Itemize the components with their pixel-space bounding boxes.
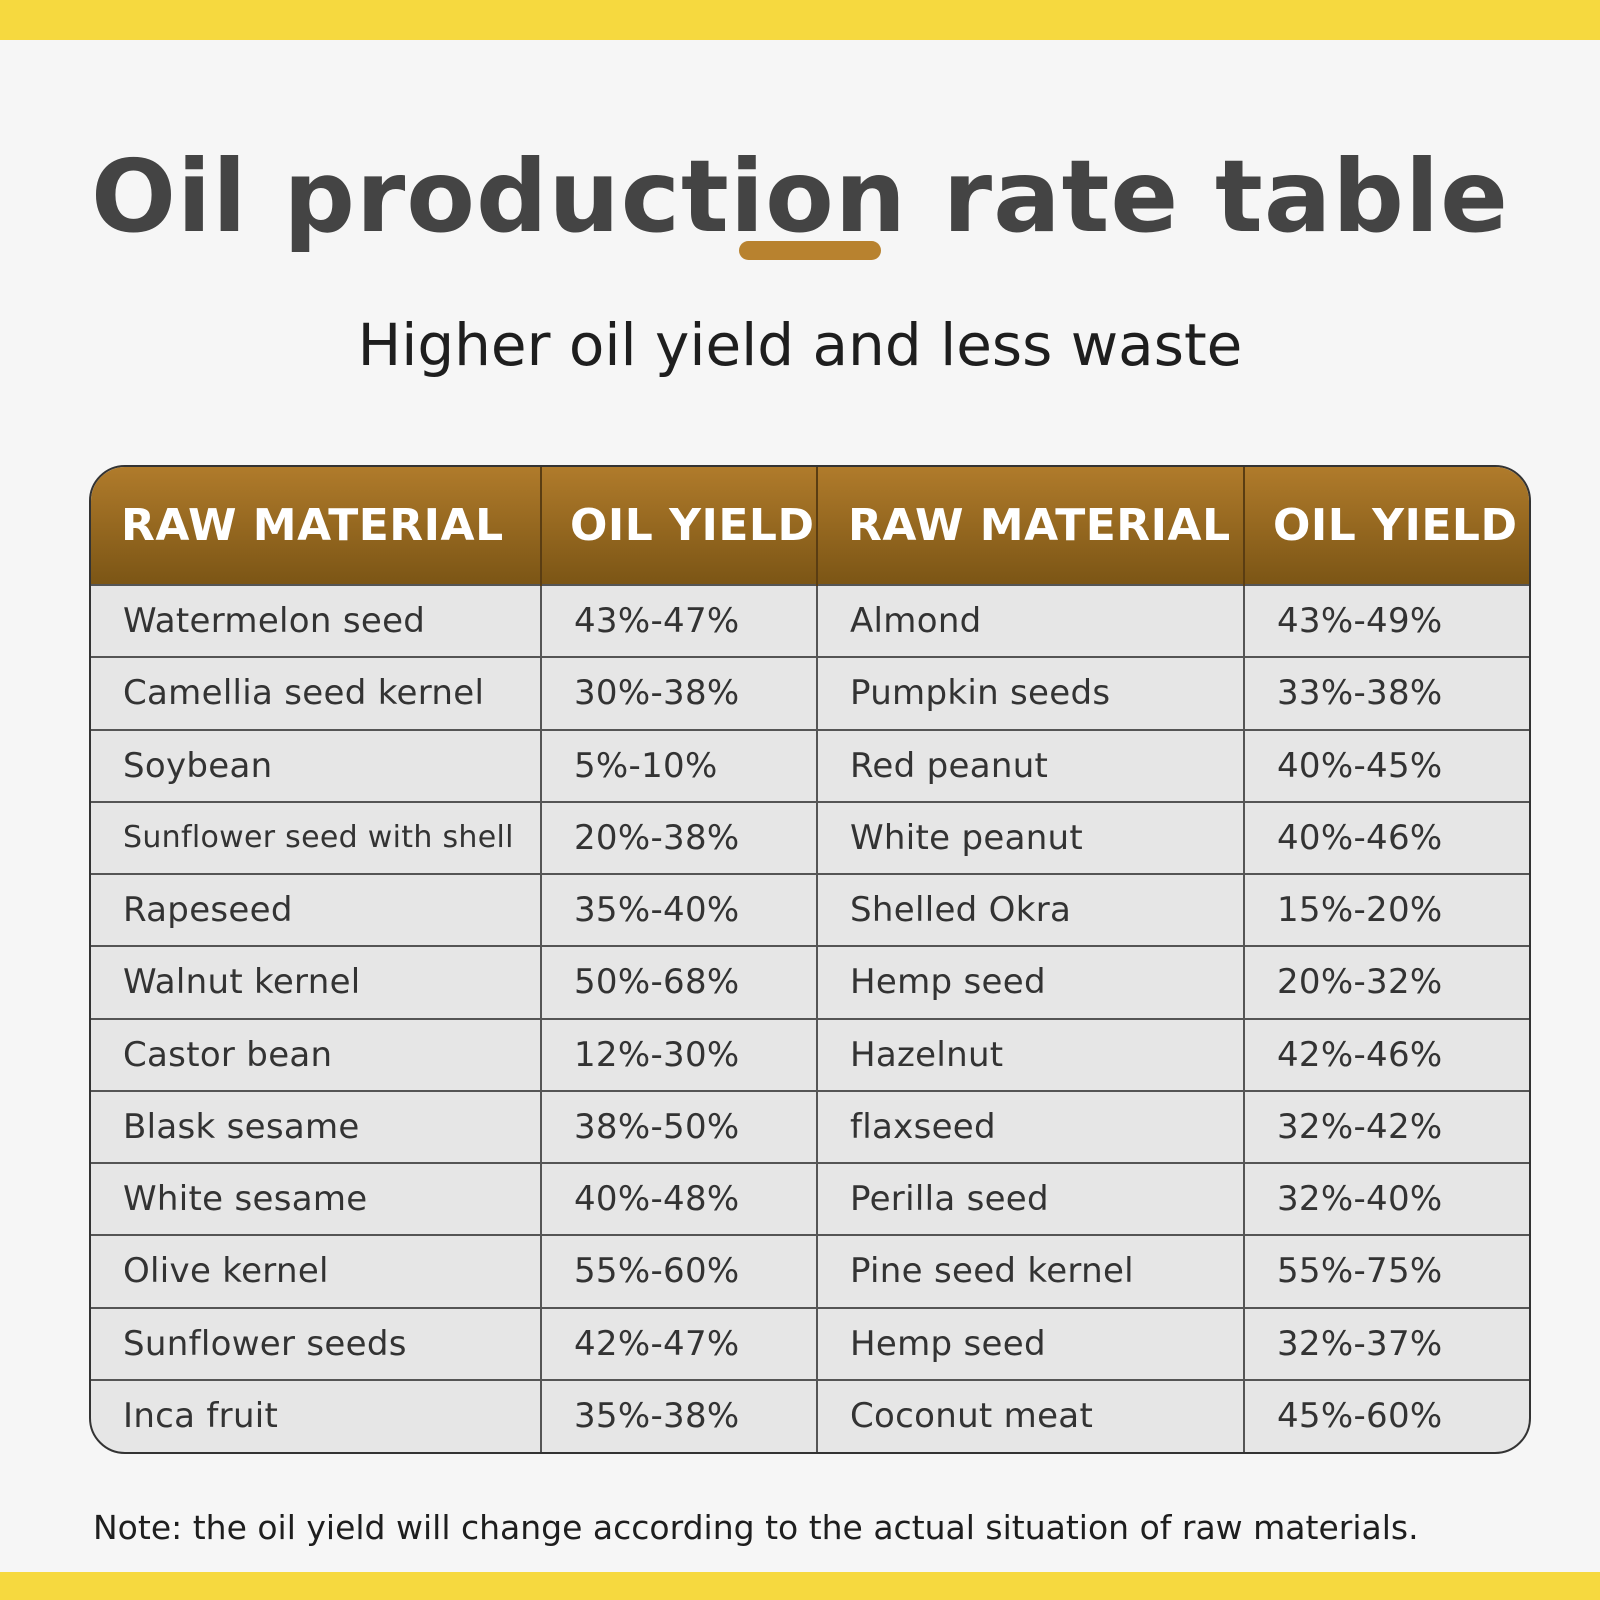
table-row: Camellia seed kernel 30%-38% Pumpkin seeds…	[91, 656, 1529, 730]
header-raw-material-2: RAW MATERIAL	[817, 467, 1245, 585]
cell-oil-yield-left: 35%-38%	[541, 1378, 818, 1452]
table-row: Castor bean 12%-30% Hazelnut 42%-46%	[91, 1017, 1529, 1091]
cell-raw-material-left: Inca fruit	[91, 1378, 542, 1452]
cell-raw-material-right: Hazelnut	[817, 1017, 1245, 1091]
cell-raw-material-left: Olive kernel	[91, 1234, 542, 1308]
header-raw-material-1: RAW MATERIAL	[91, 467, 542, 585]
cell-oil-yield-right: 15%-20%	[1244, 872, 1529, 947]
cell-raw-material-right: Hemp seed	[817, 1306, 1245, 1380]
cell-oil-yield-right: 40%-46%	[1244, 800, 1529, 874]
cell-raw-material-right: Pine seed kernel	[817, 1234, 1245, 1308]
cell-raw-material-left: Sunflower seed with shell	[91, 800, 542, 874]
footnote: Note: the oil yield will change accordin…	[93, 1508, 1419, 1547]
cell-oil-yield-left: 42%-47%	[541, 1306, 818, 1380]
cell-oil-yield-right: 43%-49%	[1244, 583, 1529, 658]
table-header: RAW MATERIAL OIL YIELD RAW MATERIAL OIL …	[91, 467, 1529, 585]
cell-oil-yield-right: 32%-40%	[1244, 1161, 1529, 1236]
top-accent-band	[0, 0, 1600, 40]
oil-yield-table: RAW MATERIAL OIL YIELD RAW MATERIAL OIL …	[89, 465, 1531, 1454]
table-row: Soybean 5%-10% Red peanut 40%-45%	[91, 728, 1529, 802]
cell-oil-yield-left: 43%-47%	[541, 583, 818, 658]
cell-oil-yield-left: 5%-10%	[541, 728, 818, 802]
cell-oil-yield-left: 40%-48%	[541, 1161, 818, 1236]
table-row: Olive kernel 55%-60% Pine seed kernel 55%-7…	[91, 1234, 1529, 1308]
table-row: Watermelon seed 43%-47% Almond 43%-49%	[91, 583, 1529, 658]
table-row: Sunflower seeds 42%-47% Hemp seed 32%-37%	[91, 1306, 1529, 1380]
cell-oil-yield-left: 35%-40%	[541, 872, 818, 947]
cell-raw-material-right: Almond	[817, 583, 1245, 658]
cell-oil-yield-right: 42%-46%	[1244, 1017, 1529, 1091]
cell-raw-material-right: Coconut meat	[817, 1378, 1245, 1452]
cell-raw-material-right: White peanut	[817, 800, 1245, 874]
cell-oil-yield-left: 12%-30%	[541, 1017, 818, 1091]
bottom-accent-band	[0, 1572, 1600, 1600]
cell-raw-material-left: Camellia seed kernel	[91, 656, 542, 730]
cell-oil-yield-right: 32%-42%	[1244, 1089, 1529, 1163]
table-row: Walnut kernel 50%-68% Hemp seed 20%-32%	[91, 945, 1529, 1019]
cell-oil-yield-right: 55%-75%	[1244, 1234, 1529, 1308]
cell-raw-material-left: White sesame	[91, 1161, 542, 1236]
cell-raw-material-right: Red peanut	[817, 728, 1245, 802]
table-row: Sunflower seed with shell 20%-38% White pe…	[91, 800, 1529, 874]
cell-raw-material-left: Castor bean	[91, 1017, 542, 1091]
cell-raw-material-right: Pumpkin seeds	[817, 656, 1245, 730]
table-header-row: RAW MATERIAL OIL YIELD RAW MATERIAL OIL …	[91, 467, 1529, 585]
page-title: Oil production rate table	[90, 138, 1510, 255]
cell-raw-material-right: flaxseed	[817, 1089, 1245, 1163]
cell-oil-yield-right: 45%-60%	[1244, 1378, 1529, 1452]
table-row: Blask sesame 38%-50% flaxseed 32%-42%	[91, 1089, 1529, 1163]
cell-raw-material-left: Sunflower seeds	[91, 1306, 542, 1380]
cell-oil-yield-left: 38%-50%	[541, 1089, 818, 1163]
cell-oil-yield-right: 33%-38%	[1244, 656, 1529, 730]
cell-oil-yield-left: 50%-68%	[541, 945, 818, 1019]
cell-oil-yield-left: 30%-38%	[541, 656, 818, 730]
title-divider	[739, 241, 881, 260]
cell-raw-material-right: Shelled Okra	[817, 872, 1245, 947]
oil-yield-table-grid: RAW MATERIAL OIL YIELD RAW MATERIAL OIL …	[91, 467, 1529, 1452]
table-row: Rapeseed 35%-40% Shelled Okra 15%-20%	[91, 872, 1529, 947]
cell-oil-yield-left: 55%-60%	[541, 1234, 818, 1308]
table-row: Inca fruit 35%-38% Coconut meat 45%-60%	[91, 1378, 1529, 1452]
cell-raw-material-right: Perilla seed	[817, 1161, 1245, 1236]
cell-oil-yield-left: 20%-38%	[541, 800, 818, 874]
cell-raw-material-left: Soybean	[91, 728, 542, 802]
cell-raw-material-left: Watermelon seed	[91, 583, 542, 658]
cell-raw-material-left: Rapeseed	[91, 872, 542, 947]
table-row: White sesame 40%-48% Perilla seed 32%-40%	[91, 1161, 1529, 1236]
header-oil-yield-1: OIL YIELD	[541, 467, 818, 585]
cell-raw-material-right: Hemp seed	[817, 945, 1245, 1019]
page-subtitle: Higher oil yield and less waste	[357, 311, 1243, 379]
header-oil-yield-2: OIL YIELD	[1273, 500, 1518, 551]
cell-raw-material-left: Walnut kernel	[91, 945, 542, 1019]
cell-raw-material-left: Blask sesame	[91, 1089, 542, 1163]
table-body: Watermelon seed 43%-47% Almond 43%-49% Camel…	[91, 583, 1529, 1452]
cell-oil-yield-right: 40%-45%	[1244, 728, 1529, 802]
cell-oil-yield-right: 32%-37%	[1244, 1306, 1529, 1380]
cell-oil-yield-right: 20%-32%	[1244, 945, 1529, 1019]
